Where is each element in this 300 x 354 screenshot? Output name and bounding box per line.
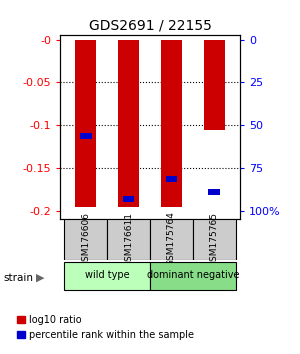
FancyBboxPatch shape <box>150 219 193 260</box>
Bar <box>80 133 92 139</box>
FancyBboxPatch shape <box>193 219 236 260</box>
Bar <box>123 196 134 202</box>
Text: GSM175765: GSM175765 <box>210 212 219 267</box>
Text: GSM175764: GSM175764 <box>167 212 176 267</box>
Bar <box>166 176 177 182</box>
FancyBboxPatch shape <box>150 262 236 290</box>
FancyBboxPatch shape <box>107 219 150 260</box>
FancyBboxPatch shape <box>64 219 107 260</box>
Text: dominant negative: dominant negative <box>147 270 239 280</box>
Text: GSM176606: GSM176606 <box>81 212 90 267</box>
Bar <box>118 40 139 207</box>
Text: ▶: ▶ <box>36 273 45 283</box>
Text: strain: strain <box>3 273 33 283</box>
Bar <box>161 40 182 207</box>
Bar <box>204 40 225 130</box>
Title: GDS2691 / 22155: GDS2691 / 22155 <box>88 19 212 33</box>
FancyBboxPatch shape <box>64 262 150 290</box>
Legend: log10 ratio, percentile rank within the sample: log10 ratio, percentile rank within the … <box>17 315 194 340</box>
Text: wild type: wild type <box>85 270 130 280</box>
Bar <box>208 189 220 195</box>
Text: GSM176611: GSM176611 <box>124 212 133 267</box>
Bar <box>75 40 96 207</box>
